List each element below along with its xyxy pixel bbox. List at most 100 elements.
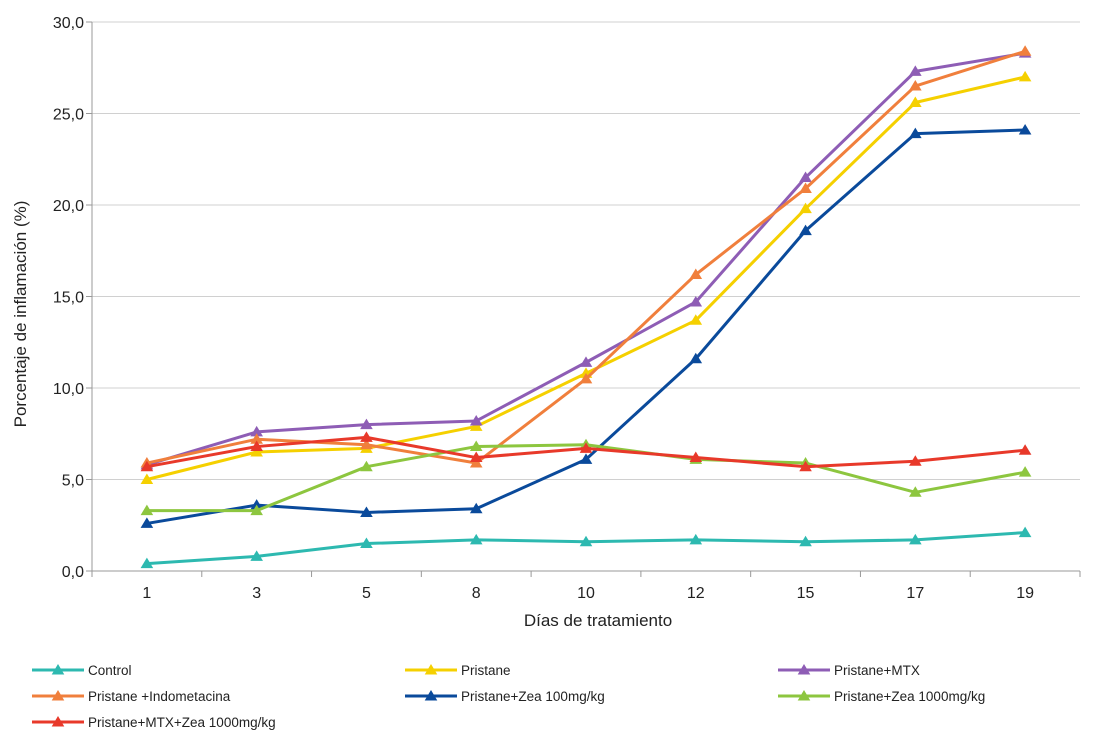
y-axis-ticks: 0,0 5,0 10,0 15,0 20,0 25,0 30,0 xyxy=(53,15,92,581)
data-point xyxy=(250,504,263,516)
series-line xyxy=(146,51,1026,467)
legend-label: Control xyxy=(88,663,132,678)
y-tick-label: 5,0 xyxy=(62,473,84,490)
x-tick-label: 15 xyxy=(797,585,815,602)
data-point xyxy=(799,460,812,472)
data-point xyxy=(799,202,812,214)
data-point xyxy=(579,372,593,384)
data-point xyxy=(909,533,922,545)
x-tick-label: 17 xyxy=(906,585,924,602)
series-line xyxy=(146,128,1026,525)
legend-label: Pristane+Zea 1000mg/kg xyxy=(834,689,985,704)
data-point xyxy=(1018,466,1032,477)
data-point xyxy=(360,438,373,450)
x-tick-label: 5 xyxy=(362,585,371,602)
legend-swatch-marker xyxy=(797,690,811,701)
legend-label: Pristane+Zea 100mg/kg xyxy=(461,689,605,704)
legend-swatch-marker xyxy=(797,664,811,675)
legend-item: Pristane xyxy=(405,663,511,678)
gridlines xyxy=(92,21,1080,480)
series xyxy=(140,123,1032,528)
legend-label: Pristane+MTX+Zea 1000mg/kg xyxy=(88,715,276,730)
y-axis-title: Porcentaje de inflamación (%) xyxy=(11,201,30,428)
legend-item: Pristane+Zea 100mg/kg xyxy=(405,689,605,704)
data-point xyxy=(689,352,703,364)
data-point xyxy=(1018,70,1032,82)
legend-swatch-marker xyxy=(424,690,438,701)
data-point xyxy=(689,451,703,463)
data-point xyxy=(469,502,483,514)
data-point xyxy=(360,460,373,472)
data-point xyxy=(469,533,483,545)
data-point xyxy=(360,537,373,549)
data-point xyxy=(579,356,593,367)
series xyxy=(140,45,1032,468)
data-point xyxy=(689,533,703,545)
series xyxy=(140,47,1032,470)
series-lines xyxy=(140,45,1032,569)
x-tick-label: 19 xyxy=(1016,585,1034,602)
x-tick-label: 8 xyxy=(472,585,481,602)
data-point xyxy=(799,182,812,194)
data-point xyxy=(469,414,483,426)
y-tick-label: 25,0 xyxy=(53,107,84,124)
data-point xyxy=(1018,526,1032,538)
y-tick-label: 30,0 xyxy=(53,15,84,32)
data-point xyxy=(909,486,922,497)
legend-swatch-marker xyxy=(51,664,65,675)
x-tick-label: 3 xyxy=(252,585,261,602)
data-point xyxy=(250,550,263,561)
data-point xyxy=(360,418,373,430)
data-point xyxy=(1018,123,1032,135)
y-tick-label: 10,0 xyxy=(53,381,84,398)
legend-label: Pristane+MTX xyxy=(834,663,920,678)
legend-label: Pristane xyxy=(461,663,511,678)
y-tick-label: 20,0 xyxy=(53,198,84,215)
legend-swatch-marker xyxy=(424,664,438,675)
legend-item: Pristane+Zea 1000mg/kg xyxy=(778,689,985,704)
data-point xyxy=(909,127,922,139)
data-point xyxy=(689,268,703,280)
data-point xyxy=(689,295,703,307)
data-point xyxy=(469,451,483,463)
data-point xyxy=(250,499,263,510)
y-tick-label: 0,0 xyxy=(62,564,84,581)
data-point xyxy=(909,455,922,466)
data-point xyxy=(250,433,263,444)
legend-item: Pristane+MTX+Zea 1000mg/kg xyxy=(32,715,276,730)
data-point xyxy=(469,457,483,468)
data-point xyxy=(140,504,154,516)
legend-swatch-marker xyxy=(51,690,65,701)
data-point xyxy=(799,171,812,183)
data-point xyxy=(140,557,154,569)
data-point xyxy=(250,425,263,437)
data-point xyxy=(909,65,922,76)
data-point xyxy=(360,431,373,442)
legend-swatch-marker xyxy=(51,716,65,727)
legend-item: Pristane+MTX xyxy=(778,663,920,678)
legend: Control Pristane Pristane+MTX Pristane +Ind… xyxy=(32,663,985,730)
data-point xyxy=(140,460,154,472)
data-point xyxy=(250,440,263,452)
data-point xyxy=(469,440,483,452)
data-point xyxy=(250,446,263,457)
legend-label: Pristane +Indometacina xyxy=(88,689,231,704)
data-point xyxy=(360,506,373,517)
data-point xyxy=(799,535,812,547)
data-point xyxy=(579,535,593,547)
data-point xyxy=(1018,444,1032,455)
data-point xyxy=(579,453,593,464)
y-tick-label: 15,0 xyxy=(53,290,84,307)
x-tick-label: 12 xyxy=(687,585,705,602)
x-axis-ticks: 1 3 5 8 10 12 15 17 19 xyxy=(91,571,1081,602)
data-point xyxy=(140,473,154,484)
data-point xyxy=(689,314,703,325)
data-point xyxy=(909,96,922,108)
data-point xyxy=(799,224,812,236)
data-point xyxy=(469,420,483,431)
data-point xyxy=(579,442,593,453)
series-line xyxy=(146,75,1026,481)
x-tick-label: 1 xyxy=(142,585,151,602)
data-point xyxy=(909,80,922,91)
x-axis-title: Días de tratamiento xyxy=(524,611,672,630)
